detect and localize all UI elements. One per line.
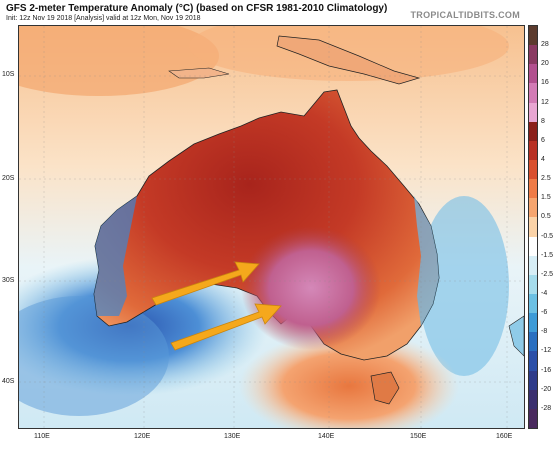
brand-watermark: TROPICALTIDBITS.COM	[410, 10, 520, 20]
lat-label-10s: 10S	[2, 71, 15, 78]
colorbar-segment	[529, 83, 537, 103]
graticule	[19, 26, 524, 428]
colorbar-segment	[529, 102, 537, 122]
colorbar-segment	[529, 370, 537, 390]
colorbar-segment	[529, 408, 537, 428]
colorbar-segment	[529, 179, 537, 199]
lon-label-110e: 110E	[34, 433, 50, 440]
colorbar-tick-label: 6	[541, 136, 545, 144]
indonesia-islands	[168, 67, 230, 79]
extreme-heat-core	[241, 226, 381, 350]
colorbar-segment	[529, 274, 537, 294]
tasmania-outline	[370, 371, 400, 405]
colorbar-tick-label: 1.5	[541, 194, 551, 202]
colorbar-segment	[529, 64, 537, 84]
colorbar-tick-label: -20	[541, 385, 552, 393]
colorbar-segment	[529, 159, 537, 180]
colorbar-segment	[529, 140, 537, 160]
colorbar-tick-label: -16	[541, 366, 552, 374]
lower-arrow	[170, 303, 282, 351]
colorbar-segment	[529, 236, 537, 256]
lat-label-40s: 40S	[2, 378, 15, 385]
lon-label-130e: 130E	[224, 433, 241, 440]
lon-label-160e: 160E	[496, 433, 513, 440]
colorbar-tick-label: 20	[541, 60, 549, 68]
lat-label-20s: 20S	[2, 175, 15, 182]
new-guinea-outline	[276, 35, 421, 85]
cold-southern-ocean	[19, 296, 169, 416]
map-title: GFS 2-meter Temperature Anomaly (°C) (ba…	[6, 3, 388, 14]
cool-west-coast	[94, 196, 137, 316]
colorbar-tick-label: 0.5	[541, 213, 551, 221]
colorbar-tick-label: -2.5	[541, 270, 554, 278]
colorbar-segment	[529, 217, 537, 237]
lat-label-30s: 30S	[2, 277, 15, 284]
map-canvas	[19, 26, 524, 428]
colorbar-tick-label: -4	[541, 290, 548, 297]
colorbar-tick-label: 2.5	[541, 175, 551, 183]
colorbar-tick-label: 28	[541, 41, 549, 49]
colorbar-tick-label: -28	[541, 404, 552, 412]
colorbar-segment	[529, 26, 537, 46]
colorbar-tick-label: -1.5	[541, 251, 554, 259]
colorbar-tick-label: -6	[541, 309, 548, 317]
colorbar-tick-label: -0.5	[541, 232, 554, 240]
colorbar-tick-label: -12	[541, 347, 552, 355]
colorbar-tick-label: 12	[541, 98, 549, 106]
colorbar-segment	[529, 389, 537, 409]
cool-east-coast	[414, 196, 439, 326]
wind-flow-arrows	[151, 261, 282, 351]
colorbar-segment	[529, 255, 537, 275]
colorbar-segment	[529, 45, 537, 65]
warm-southeast-ocean	[239, 331, 459, 428]
colorbar-segment	[529, 198, 537, 218]
colorbar-tick-label: -8	[541, 328, 548, 336]
colorbar-segment	[529, 351, 537, 371]
colorbar-segment	[529, 332, 537, 352]
cold-east-ocean	[419, 196, 509, 376]
colorbar-segment	[529, 121, 537, 141]
warm-north-patch	[19, 26, 219, 96]
temperature-anomaly-map	[18, 25, 525, 429]
new-zealand-edge	[508, 315, 524, 357]
map-subtitle: Init: 12z Nov 19 2018 [Analysis] valid a…	[6, 15, 201, 22]
colorbar-segment	[529, 313, 537, 333]
lon-label-150e: 150E	[410, 433, 427, 440]
lon-label-120e: 120E	[134, 433, 151, 440]
upper-arrow	[151, 261, 260, 306]
colorbar	[528, 25, 538, 429]
colorbar-tick-label: 16	[541, 79, 549, 87]
colorbar-tick-label: 8	[541, 117, 545, 125]
lon-label-140e: 140E	[318, 433, 335, 440]
colorbar-tick-label: 4	[541, 156, 545, 163]
colorbar-segment	[529, 293, 537, 314]
